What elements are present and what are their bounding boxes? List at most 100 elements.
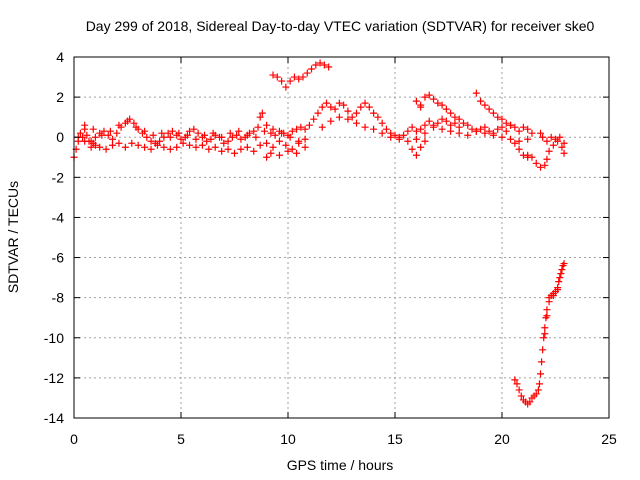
- grid-lines: [74, 57, 609, 418]
- data-point: [477, 125, 485, 133]
- data-point: [295, 75, 303, 83]
- data-point: [555, 278, 563, 286]
- x-tick-label: 20: [494, 431, 510, 447]
- data-point: [325, 63, 333, 71]
- data-point: [378, 129, 386, 137]
- data-point: [472, 127, 480, 135]
- data-point: [91, 133, 99, 141]
- data-point: [494, 125, 502, 133]
- data-point: [535, 380, 543, 388]
- data-point: [293, 125, 301, 133]
- data-point: [288, 127, 296, 135]
- data-point: [515, 127, 523, 135]
- y-axis-label: SDTVAR / TECUs: [5, 181, 21, 293]
- data-point: [524, 151, 532, 159]
- data-point: [537, 129, 545, 137]
- data-point: [545, 147, 553, 155]
- data-point: [507, 135, 515, 143]
- data-point: [464, 131, 472, 139]
- data-point: [327, 103, 335, 111]
- data-point: [344, 115, 352, 123]
- data-point: [560, 260, 568, 268]
- data-point: [147, 137, 155, 145]
- data-point: [451, 113, 459, 121]
- data-point: [348, 113, 356, 121]
- x-tick-label: 0: [70, 431, 78, 447]
- data-point: [224, 137, 232, 145]
- data-point: [455, 115, 463, 123]
- x-tick-label: 10: [280, 431, 296, 447]
- data-point: [378, 119, 386, 127]
- data-point: [104, 131, 112, 139]
- data-point: [318, 123, 326, 131]
- data-point: [335, 99, 343, 107]
- data-point: [164, 129, 172, 137]
- data-point: [517, 392, 525, 400]
- data-point: [147, 145, 155, 153]
- data-point: [141, 127, 149, 135]
- data-point: [81, 137, 89, 145]
- data-point: [560, 149, 568, 157]
- data-point: [160, 143, 168, 151]
- data-point: [278, 77, 286, 85]
- data-point: [382, 125, 390, 133]
- y-tick-label: 0: [56, 129, 64, 145]
- data-point: [160, 133, 168, 141]
- data-point: [442, 105, 450, 113]
- data-point: [275, 137, 283, 145]
- data-point: [211, 143, 219, 151]
- data-point: [331, 105, 339, 113]
- data-point: [537, 163, 545, 171]
- data-point: [183, 131, 191, 139]
- data-point: [250, 127, 258, 135]
- data-point: [335, 113, 343, 121]
- data-point: [425, 91, 433, 99]
- x-tick-label: 5: [177, 431, 185, 447]
- data-point: [168, 127, 176, 135]
- data-point: [515, 145, 523, 153]
- data-point: [175, 129, 183, 137]
- data-point: [549, 141, 557, 149]
- data-point: [312, 61, 320, 69]
- data-point: [98, 131, 106, 139]
- data-point: [547, 133, 555, 141]
- data-point: [143, 133, 151, 141]
- data-point: [263, 139, 271, 147]
- y-tick-label: -8: [52, 290, 65, 306]
- data-point: [320, 61, 328, 69]
- data-point: [511, 139, 519, 147]
- data-point: [438, 101, 446, 109]
- data-point: [301, 135, 309, 143]
- data-point: [256, 141, 264, 149]
- data-point: [267, 149, 275, 157]
- data-point: [269, 71, 277, 79]
- data-point: [273, 73, 281, 81]
- data-point: [226, 129, 234, 137]
- data-point: [477, 97, 485, 105]
- data-point: [269, 125, 277, 133]
- data-point: [278, 129, 286, 137]
- y-tick-label: -12: [44, 370, 64, 386]
- data-point: [91, 141, 99, 149]
- data-point: [515, 386, 523, 394]
- x-tick-label: 15: [387, 431, 403, 447]
- y-tick-label: -14: [44, 410, 64, 426]
- plot-frame: [73, 56, 610, 419]
- data-point: [438, 125, 446, 133]
- data-point: [511, 376, 519, 384]
- data-point: [179, 139, 187, 147]
- y-tick-label: 2: [56, 89, 64, 105]
- data-point: [209, 129, 217, 137]
- data-point: [327, 117, 335, 125]
- data-point: [290, 73, 298, 81]
- data-point: [166, 133, 174, 141]
- data-point: [186, 141, 194, 149]
- data-point: [361, 99, 369, 107]
- data-point: [106, 127, 114, 135]
- data-point: [558, 143, 566, 151]
- data-point: [121, 143, 129, 151]
- data-point: [128, 139, 136, 147]
- data-point: [447, 121, 455, 129]
- data-point: [113, 129, 121, 137]
- data-point: [481, 123, 489, 131]
